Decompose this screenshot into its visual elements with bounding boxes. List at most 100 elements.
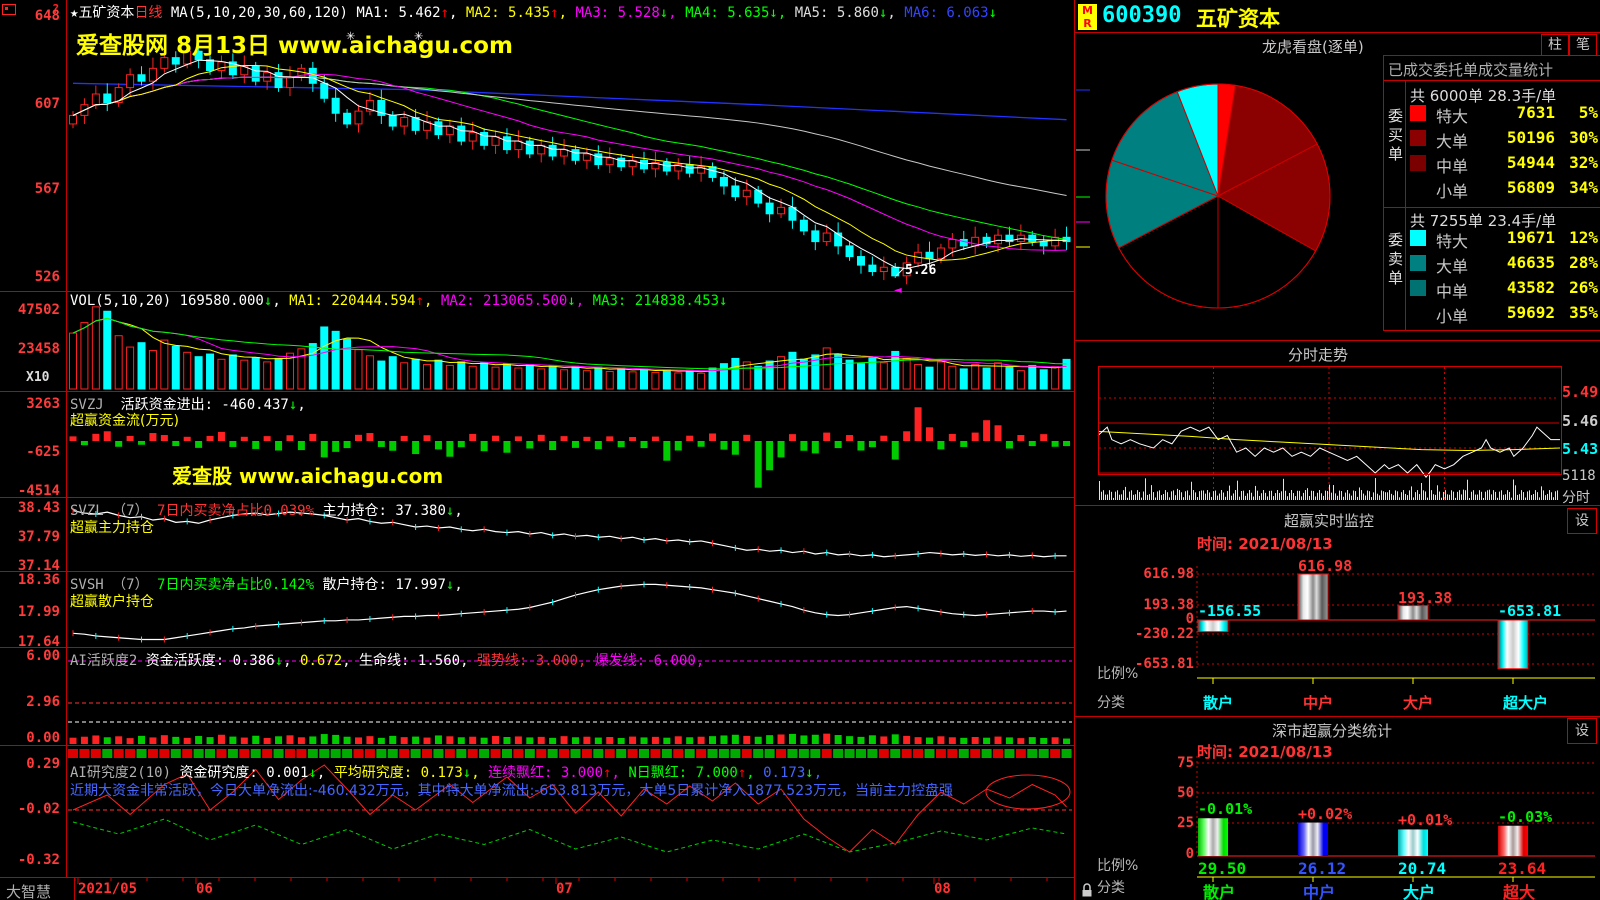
- axis-label: 23458: [17, 341, 60, 357]
- stats-border: [1383, 207, 1600, 208]
- section-border: [0, 391, 1074, 392]
- axis-label: 47502: [17, 302, 60, 318]
- lock-icon[interactable]: [1080, 883, 1094, 898]
- fund-analysis-text: 近期大资金非常活跃，今日大单净流出:-460.432万元，其中特大单净流出:-6…: [70, 783, 954, 799]
- shenshi-time: 时间: 2021/08/13: [1197, 743, 1333, 761]
- shenshi-axis-label: 50: [1177, 785, 1194, 801]
- ai-yanjiu-title: AI研究度2(10) 资金研究度: 0.001↓, 平均研究度: 0.173↓,…: [70, 765, 823, 781]
- stock-name: 五矿资本: [1196, 7, 1280, 31]
- axis-label: 37.79: [17, 529, 60, 545]
- shenshi-category: 中户: [1303, 883, 1336, 900]
- order-row-label: 特大: [1436, 107, 1469, 126]
- axis-label: 526: [34, 269, 60, 285]
- event-marker-icon: ✳: [346, 26, 356, 44]
- stats-border: [1383, 80, 1600, 81]
- low-price-marker: 5.26: [905, 263, 937, 278]
- section-border: [0, 497, 1074, 498]
- fenshi-price-label: 5.49: [1562, 383, 1599, 401]
- order-row-pct: 35%: [1569, 303, 1598, 322]
- order-row-label: 大单: [1436, 132, 1469, 151]
- sell-side-label: 委卖单: [1386, 232, 1404, 289]
- shenshi-bar-delta: +0.02%: [1298, 804, 1353, 823]
- svsh-line: [72, 583, 1067, 641]
- buy-side-label: 委买单: [1386, 108, 1404, 165]
- shenshi-settings-button[interactable]: 设: [1567, 718, 1597, 744]
- fenshi-volume-label: 5118: [1562, 468, 1596, 484]
- right-header-border: [1075, 32, 1600, 33]
- order-row-label: 中单: [1436, 157, 1469, 176]
- monitor-settings-button[interactable]: 设: [1567, 508, 1597, 534]
- brand-label: 大智慧: [6, 883, 52, 900]
- shenshi-bar-delta: -0.03%: [1498, 807, 1553, 826]
- shenshi-bar-delta: -0.01%: [1198, 800, 1253, 819]
- fenshi-x-label: 分时: [1562, 490, 1590, 506]
- sell-count-line: 共 7255单 23.4手/单: [1410, 212, 1557, 230]
- monitor-category: 大户: [1403, 694, 1434, 712]
- vol-indicator-title: VOL(5,10,20) 169580.000↓, MA1: 220444.59…: [70, 293, 728, 309]
- monitor-time: 时间: 2021/08/13: [1197, 535, 1333, 553]
- axis-label: -0.32: [17, 852, 60, 868]
- event-marker-icon: ✳: [414, 26, 424, 44]
- panel-divider: [1074, 0, 1075, 900]
- svzj-indicator-title: SVZJ 活跃资金进出: -460.437↓,: [70, 397, 306, 413]
- buy-count-line: 共 6000单 28.3手/单: [1410, 87, 1557, 105]
- vol-unit-label: X10: [26, 370, 50, 385]
- order-row-pct: 5%: [1578, 103, 1598, 122]
- chart-tool-icon[interactable]: [2, 4, 16, 15]
- stats-border: [1383, 55, 1384, 330]
- timeline-border: [0, 877, 1074, 878]
- right-section-border: [1075, 505, 1600, 506]
- monitor-category: 超大户: [1503, 694, 1549, 712]
- monitor-bar-value: -156.55: [1198, 602, 1262, 620]
- watermark-mid: 爱查股 www.aichagu.com: [172, 464, 444, 488]
- question-marker-icon: ?: [52, 2, 60, 16]
- stats-border: [1405, 80, 1406, 330]
- axis-label: 607: [34, 96, 60, 112]
- order-row-label: 小单: [1436, 182, 1469, 201]
- shenshi-category: 大户: [1403, 883, 1436, 900]
- chart-tool-dot-icon: [5, 7, 8, 10]
- monitor-class-label: 分类: [1097, 695, 1125, 711]
- order-row-label: 大单: [1436, 257, 1469, 276]
- axis-label: 0.29: [26, 756, 60, 772]
- buy-swatch: [1410, 155, 1426, 171]
- order-row-pct: 26%: [1569, 278, 1598, 297]
- pen-mode-button[interactable]: 笔: [1569, 34, 1597, 56]
- order-row-value: 50196: [1506, 128, 1555, 147]
- svzl-subtitle: 超赢主力持仓: [70, 520, 154, 536]
- shenshi-bar-value: 20.74: [1398, 859, 1447, 878]
- section-border: [0, 291, 1074, 292]
- bar-mode-button[interactable]: 柱: [1541, 34, 1569, 56]
- svzl-line: [72, 510, 1067, 558]
- shenshi-title: 深市超赢分类统计: [1272, 722, 1393, 740]
- section-border: [0, 571, 1074, 572]
- right-section-border: [1075, 716, 1600, 717]
- timeline-date: 2021/05: [78, 881, 138, 897]
- panel-title: 龙虎看盘(逐单): [1262, 38, 1364, 56]
- axis-label: 2.96: [26, 694, 60, 710]
- sell-swatch: [1410, 255, 1426, 271]
- shenshi-bar-delta: +0.01%: [1398, 811, 1453, 830]
- ai-huoyue-title: AI活跃度2 资金活跃度: 0.386↓, 0.672, 生命线: 1.560,…: [70, 653, 705, 669]
- buy-swatch: [1410, 130, 1426, 146]
- monitor-axis-label: 0: [1185, 611, 1194, 627]
- svzl-indicator-title: SVZL （7） 7日内买卖净占比0.039% 主力持仓: 37.380↓,: [70, 503, 463, 519]
- shenshi-bar-value: 23.64: [1498, 859, 1547, 878]
- order-row-value: 19671: [1506, 228, 1555, 247]
- monitor-bar-value: -653.81: [1498, 602, 1562, 620]
- shenshi-category: 超大: [1503, 883, 1536, 900]
- svsh-subtitle: 超赢散户持仓: [70, 594, 154, 610]
- shenshi-bar-value: 29.50: [1198, 859, 1247, 878]
- stats-title: 已成交委托单成交量统计: [1388, 61, 1554, 79]
- shenshi-bar-value: 26.12: [1298, 859, 1347, 878]
- svzj-subtitle: 超赢资金流(万元): [70, 413, 179, 429]
- svsh-indicator-title: SVSH （7） 7日内买卖净占比0.142% 散户持仓: 17.997↓,: [70, 577, 463, 593]
- order-row-pct: 12%: [1569, 228, 1598, 247]
- shenshi-class-label: 分类: [1097, 880, 1125, 896]
- scroll-left-arrow-icon[interactable]: ◄: [894, 285, 902, 296]
- axis-label: 648: [34, 8, 60, 24]
- order-row-pct: 34%: [1569, 178, 1598, 197]
